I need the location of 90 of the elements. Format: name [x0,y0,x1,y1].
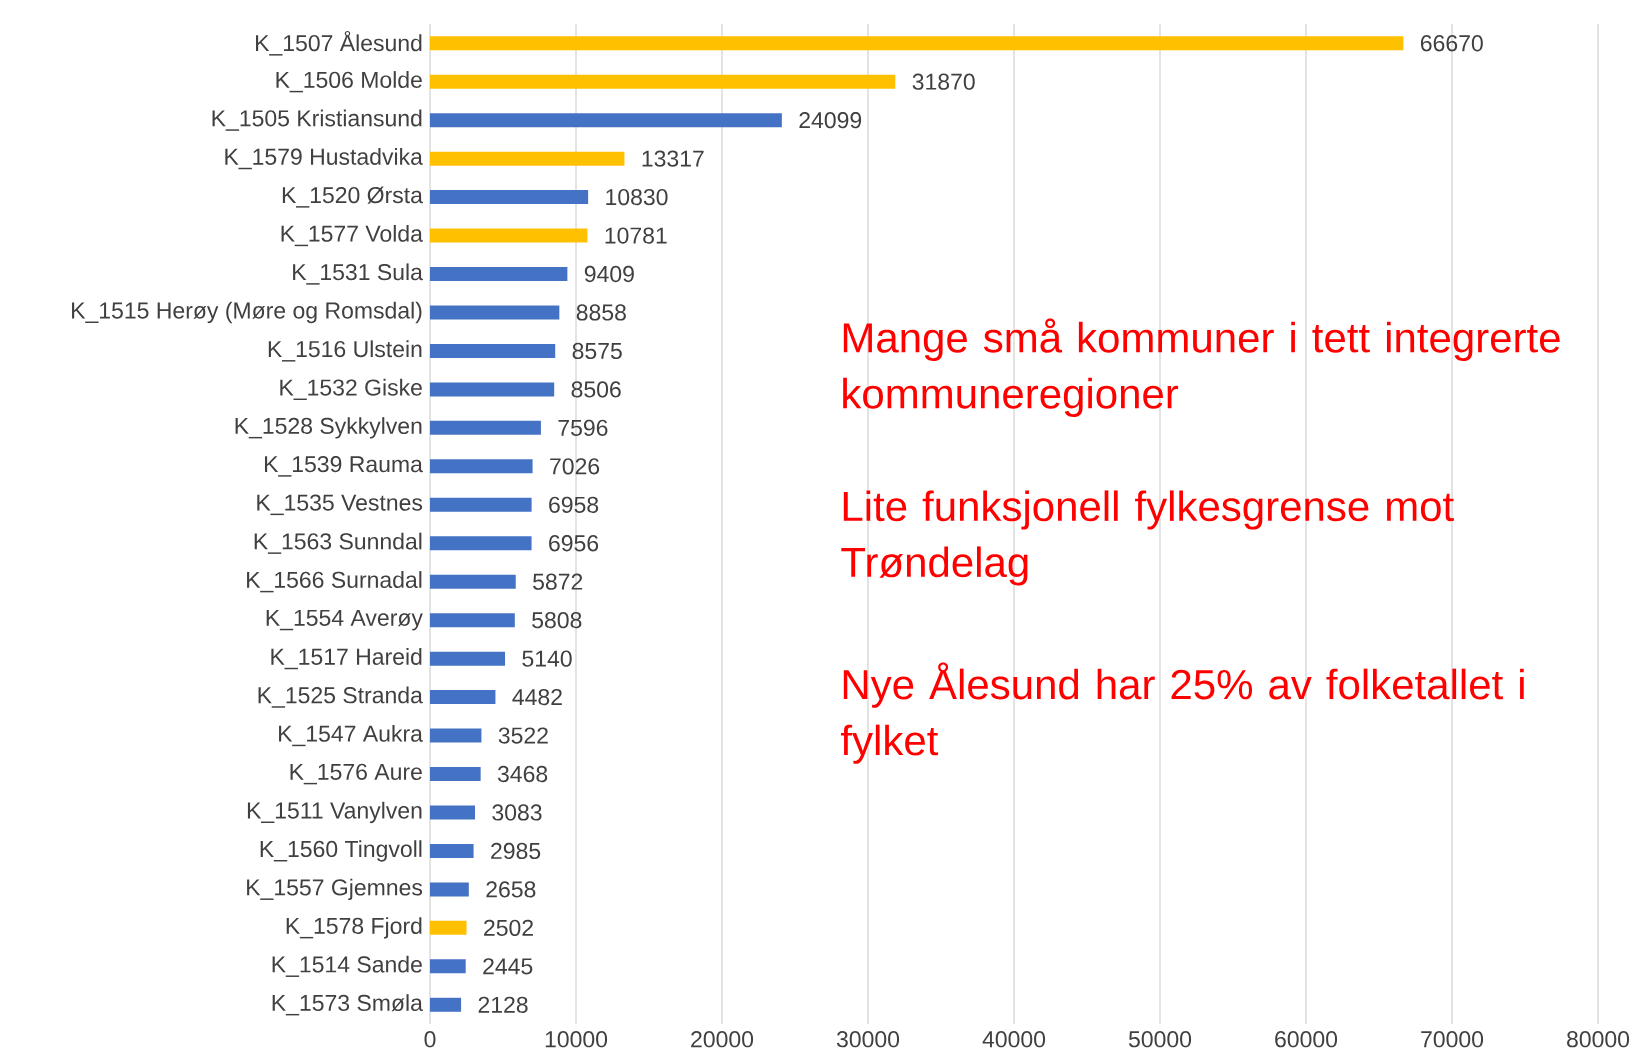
bar [430,805,476,820]
data-label: 10830 [606,188,668,206]
y-tick-label: K_1535 Vestnes [257,494,423,516]
y-tick-label: K_1539 Rauma [264,456,423,477]
data-label: 7596 [558,419,608,436]
y-tick-label: K_1520 Ørsta [282,186,423,208]
bar [430,843,474,858]
bar [430,343,556,358]
data-label: 2445 [483,958,533,975]
data-label: 9409 [584,265,634,283]
bar [430,920,467,935]
y-tick-label: K_1528 Sykkylven [235,417,422,439]
data-label: 4482 [512,688,562,706]
data-label: 2658 [486,881,536,898]
bar [430,420,541,435]
y-tick-label: K_1573 Smøla [272,994,423,1016]
bar [430,113,782,128]
x-tick-label: 80000 [1567,1031,1630,1048]
bar [430,267,568,282]
y-tick-label: K_1514 Sande [272,955,422,977]
data-label: 66670 [1420,35,1483,52]
data-label: 2985 [491,842,541,860]
bar [430,651,506,666]
data-label: 8575 [572,342,622,360]
data-label: 3083 [492,804,542,821]
x-tick-label: 10000 [545,1031,608,1048]
bar [430,382,555,397]
y-tick-label: K_1507 Ålesund [256,30,422,56]
data-label: 5808 [532,612,582,629]
x-tick-label: 0 [424,1031,436,1048]
y-tick-label: K_1576 Aure [290,763,422,785]
y-tick-label: K_1577 Volda [281,224,423,247]
bar [430,305,560,320]
x-tick-label: 20000 [691,1031,754,1048]
bar [430,190,589,205]
bar [430,767,481,782]
y-tick-label: K_1531 Sula [293,263,423,285]
annotation: Mange små kommuner i tett integrerte kommuneregioner [843,318,1560,417]
bar [430,459,533,474]
bar [430,959,466,974]
y-tick-label: K_1566 Surnadal [247,571,422,593]
bar [430,151,625,166]
y-tick-label: K_1505 Kristiansund [212,109,422,131]
data-label: 2128 [478,996,528,1013]
y-tick-label: K_1516 Ulstein [268,340,422,362]
x-tick-label: 60000 [1275,1031,1338,1048]
y-tick-label: K_1560 Tingvoll [260,840,422,862]
data-label: 6958 [549,496,599,513]
y-tick-label: K_1563 Sunndal [254,532,422,554]
bar [430,728,482,743]
bar [430,74,896,89]
bar [430,36,1404,51]
bar [430,574,516,589]
y-tick-label: K_1557 Gjemnes [247,878,423,901]
data-label: 5140 [522,650,572,667]
x-tick-label: 40000 [982,1031,1046,1048]
x-tick-label: 30000 [836,1031,900,1048]
y-tick-label: K_1579 Hustadvika [225,148,423,170]
data-label: 6956 [549,535,599,552]
y-tick-label: K_1578 Fjord [286,917,422,939]
data-label: 13317 [642,150,704,167]
data-label: 8506 [571,381,621,398]
data-label: 7026 [550,458,600,475]
bar [430,497,532,512]
bar [430,613,515,628]
x-tick-label: 70000 [1421,1031,1484,1048]
bar [430,228,588,243]
annotation: Nye Ålesund har 25% av folketallet i fylket [840,662,1524,764]
x-tick-label: 50000 [1128,1031,1192,1048]
data-label: 3468 [497,765,548,783]
y-tick-label: K_1506 Molde [276,71,422,93]
data-label: 24099 [799,112,862,129]
bar [430,997,462,1012]
data-label: 31870 [912,73,975,90]
y-tick-label: K_1554 Averøy [266,609,423,631]
y-tick-label: K_1517 Hareid [271,648,422,670]
y-tick-label: K_1511 Vanylven [247,801,422,824]
y-tick-label: K_1525 Stranda [258,686,423,708]
annotation: Lite funksjonell fylkesgrense mot Trøndelag [841,490,1454,586]
data-label: 3522 [498,727,548,744]
y-tick-label: K_1547 Aukra [279,724,423,747]
data-label: 5872 [533,573,583,590]
y-tick-label: K_1532 Giske [280,378,422,401]
data-label: 2502 [484,919,533,936]
y-tick-label: K_1515 Herøy (Møre og Romsdal) [72,301,422,324]
data-label: 10781 [605,227,667,244]
bar [430,882,469,897]
data-label: 8858 [576,304,626,321]
bar [430,690,496,705]
bar [430,536,532,551]
